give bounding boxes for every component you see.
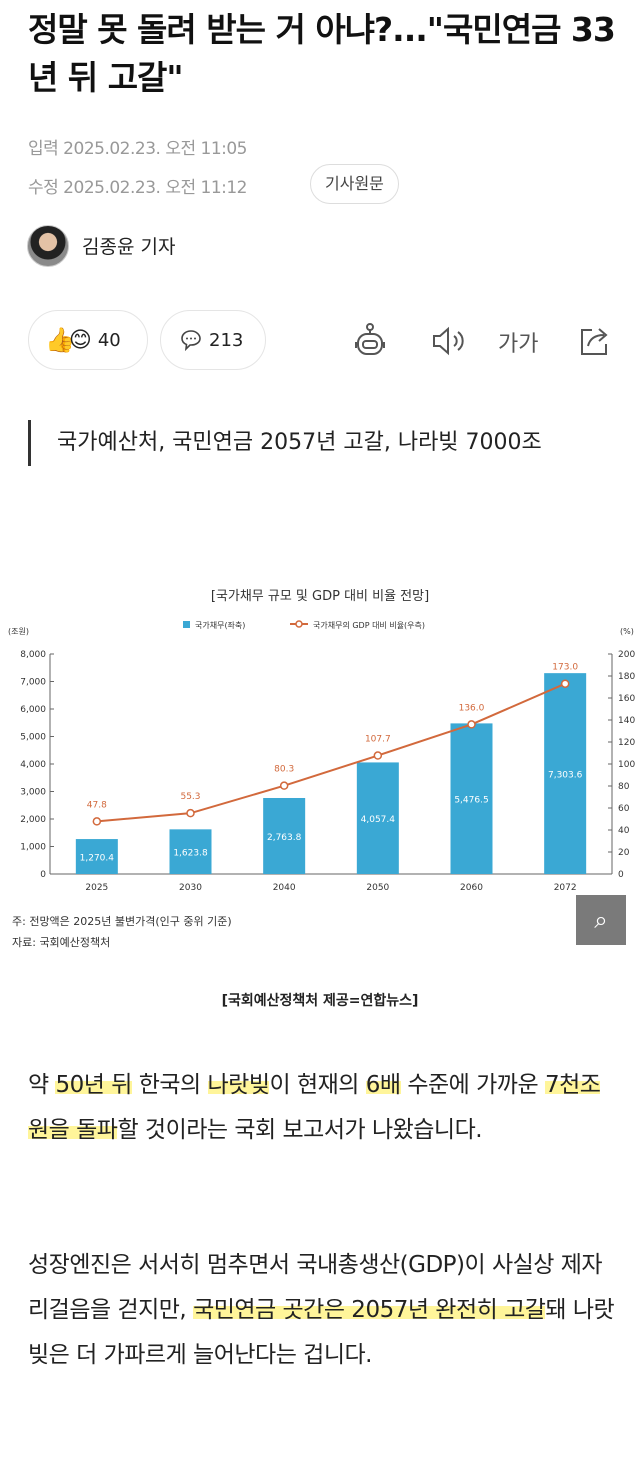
chart-title: [국가채무 규모 및 GDP 대비 비율 전망] (211, 589, 429, 604)
comment-button[interactable]: 213 (160, 310, 266, 370)
chart-source: 자료: 국회예산정책처 (12, 936, 110, 949)
ratio-point-2050 (373, 751, 383, 760)
legend-bar-label: 국가채무(좌축) (195, 620, 245, 630)
bar-2040 (263, 797, 306, 874)
bar-value-label: 2,763.8 (267, 833, 302, 843)
ratio-point-2040 (279, 781, 289, 790)
left-tick-label: 1,000 (20, 843, 46, 853)
right-axis-unit: (%) (620, 627, 634, 636)
text-segment: 돼 나랏빚은 더 가파르게 늘어난다는 겁니다. (28, 1297, 615, 1368)
ratio-point-2030 (186, 808, 195, 818)
right-tick-label: 120 (618, 738, 635, 748)
ratio-value-label: 80.3 (274, 765, 294, 775)
reaction-count: 40 (97, 329, 121, 351)
highlighted-text: 50년 뒤 (55, 1072, 132, 1098)
heart-smile-emoji-icon: 😊 (68, 327, 92, 353)
ratio-value-label: 136.0 (459, 703, 485, 713)
share-icon[interactable] (578, 324, 612, 358)
comment-count: 213 (209, 329, 244, 351)
chart-note: 주: 전망액은 2025년 불변가격(인구 중위 기준) (12, 915, 232, 928)
highlighted-text: 6배 (365, 1072, 401, 1098)
ratio-value-label: 173.0 (552, 663, 578, 673)
right-tick-label: 140 (618, 716, 635, 726)
article-title: 정말 못 돌려 받는 거 아냐?..."국민연금 33년 뒤 고갈" (28, 10, 616, 97)
highlighted-text: 나랏빚 (207, 1072, 270, 1098)
right-tick-label: 0 (618, 870, 624, 880)
reporter-avatar[interactable] (27, 225, 69, 267)
bar-2072 (544, 673, 587, 874)
x-tick-label: 2072 (554, 883, 577, 893)
text-segment: 이 현재의 (269, 1072, 366, 1098)
text-segment: 약 (28, 1072, 56, 1098)
x-tick-label: 2025 (85, 883, 108, 893)
bar-2050 (356, 762, 399, 874)
article-lead: 국가예산처, 국민연금 2057년 고갈, 나라빚 7000조 (28, 420, 618, 466)
right-tick-label: 200 (618, 650, 635, 660)
text-segment: 수준에 가까운 (400, 1072, 545, 1098)
debt-chart: [국가채무 규모 및 GDP 대비 비율 전망] 국가채무(좌축) 국가채무의 GD… (8, 589, 635, 949)
ratio-value-label: 55.3 (180, 792, 200, 802)
right-tick-label: 40 (618, 826, 630, 836)
bar-value-label: 5,476.5 (454, 796, 488, 806)
image-zoom-icon: ⌕ (594, 906, 608, 934)
right-tick-label: 180 (618, 672, 635, 682)
ai-robot-icon[interactable] (352, 322, 388, 362)
paragraph-1: 약 50년 뒤 한국의 나랏빚이 현재의 6배 수준에 가까운 7천조원을 돌파… (28, 1063, 618, 1153)
ratio-point-2072 (560, 679, 570, 688)
reporter-name[interactable]: 김종윤 기자 (82, 236, 176, 258)
ratio-value-label: 107.7 (365, 735, 391, 745)
left-tick-label: 7,000 (20, 678, 46, 688)
image-zoom-button[interactable]: ⌕ (576, 895, 626, 945)
text-segment: 한국의 (131, 1072, 208, 1098)
ratio-value-label: 47.8 (87, 800, 107, 810)
ratio-point-2060 (467, 720, 476, 729)
font-size-button[interactable]: 가가 (498, 326, 538, 358)
bar-2025 (75, 839, 118, 874)
ratio-point-2025 (92, 817, 102, 826)
left-tick-label: 0 (40, 870, 46, 880)
legend-line-label: 국가채무의 GDP 대비 비율(우측) (313, 620, 425, 630)
comment-icon (181, 330, 201, 352)
left-tick-label: 6,000 (20, 705, 46, 715)
left-tick-label: 8,000 (20, 650, 46, 660)
thumbs-up-emoji-icon: 👍 (45, 326, 75, 354)
bar-2060 (450, 723, 493, 874)
x-tick-label: 2030 (179, 883, 202, 893)
right-tick-label: 100 (618, 760, 635, 770)
photo-caption: [국회예산정책처 제공=연합뉴스] (221, 993, 419, 1009)
bar-2030 (169, 829, 212, 874)
bar-value-label: 4,057.4 (361, 815, 396, 825)
left-tick-label: 2,000 (20, 815, 46, 825)
speaker-icon[interactable] (430, 326, 466, 356)
original-article-button[interactable]: 기사원문 (310, 164, 399, 204)
left-axis-unit: (조원) (8, 627, 29, 636)
legend-bar-swatch (183, 621, 190, 628)
right-tick-label: 160 (618, 694, 635, 704)
left-tick-label: 3,000 (20, 788, 46, 798)
right-tick-label: 20 (618, 848, 630, 858)
modified-date: 수정 2025.02.23. 오전 11:12 (28, 178, 248, 198)
x-tick-label: 2040 (273, 883, 296, 893)
left-tick-label: 4,000 (20, 760, 46, 770)
published-date: 입력 2025.02.23. 오전 11:05 (28, 139, 248, 159)
x-tick-label: 2060 (460, 883, 483, 893)
bar-value-label: 7,303.6 (548, 771, 583, 781)
right-tick-label: 60 (618, 804, 630, 814)
highlighted-text: 국민연금 곳간은 2057년 완전히 고갈 (193, 1297, 546, 1323)
reaction-button[interactable]: 👍 😊 40 (28, 310, 148, 370)
left-tick-label: 5,000 (20, 733, 46, 743)
legend-line-marker (295, 620, 303, 628)
right-tick-label: 80 (618, 782, 630, 792)
text-segment: 성장엔진은 서서히 멈추면서 국내총생산(GDP)이 사실상 제자리걸음을 걷지… (28, 1252, 603, 1323)
bar-value-label: 1,270.4 (80, 854, 115, 864)
font-size-icon: 가가 (498, 332, 539, 357)
x-tick-label: 2050 (366, 883, 389, 893)
paragraph-2: 성장엔진은 서서히 멈추면서 국내총생산(GDP)이 사실상 제자리걸음을 걷지… (28, 1243, 618, 1378)
bar-value-label: 1,623.8 (173, 849, 208, 859)
text-segment: 할 것이라는 국회 보고서가 나왔습니다. (117, 1117, 483, 1143)
ratio-line (96, 682, 566, 823)
